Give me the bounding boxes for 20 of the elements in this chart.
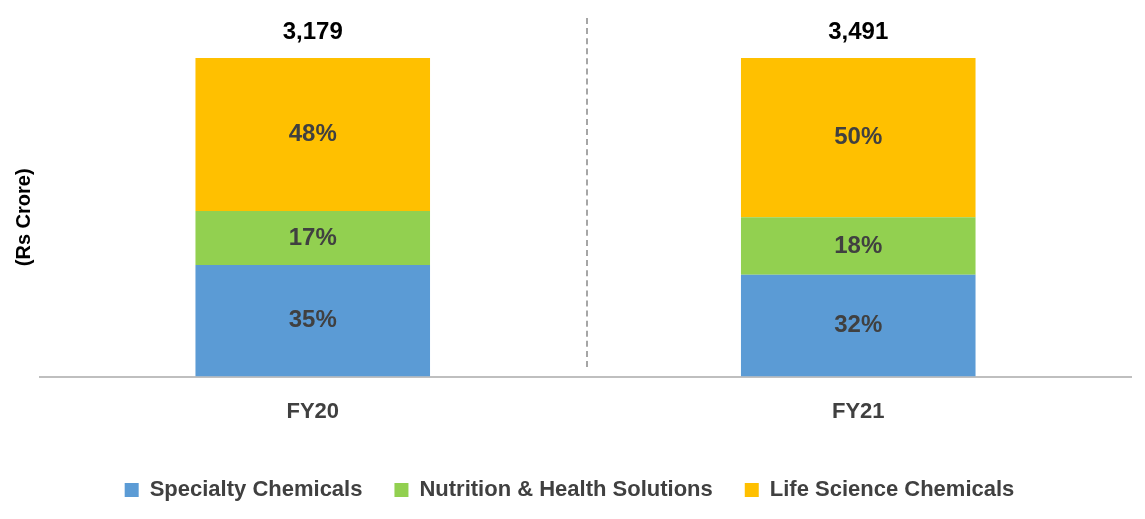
legend-label: Specialty Chemicals bbox=[149, 476, 363, 502]
bar bbox=[195, 58, 431, 211]
data-label: 32% bbox=[834, 310, 883, 338]
data-label: 48% bbox=[288, 119, 337, 147]
bar bbox=[740, 217, 976, 275]
data-label: 18% bbox=[834, 230, 883, 258]
data-label: 35% bbox=[288, 305, 337, 333]
bar bbox=[195, 210, 431, 266]
bar bbox=[740, 274, 976, 377]
bar bbox=[740, 58, 976, 218]
y-axis-title: (Rs Crore) bbox=[11, 168, 34, 267]
x-tick-label: FY21 bbox=[831, 397, 885, 423]
bar bbox=[195, 265, 431, 377]
legend-label: Nutrition & Health Solutions bbox=[419, 476, 713, 502]
annotation: 3,179 bbox=[282, 16, 343, 44]
annotation: 3,491 bbox=[828, 16, 889, 44]
data-label: 17% bbox=[288, 222, 337, 250]
data-label: 50% bbox=[834, 122, 883, 150]
x-tick-label: FY20 bbox=[286, 397, 340, 423]
legend-label: Life Science Chemicals bbox=[769, 476, 1015, 502]
